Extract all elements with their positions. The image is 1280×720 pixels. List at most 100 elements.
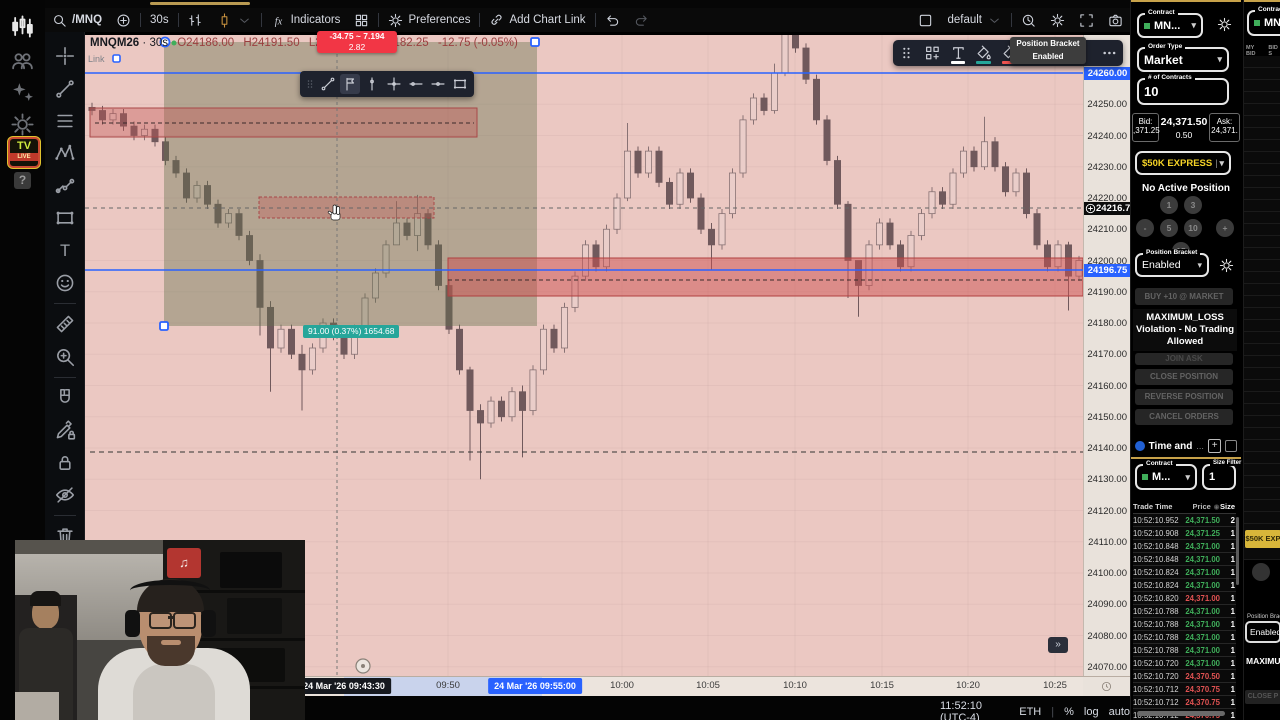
dom-ladder-row[interactable] <box>1244 308 1280 320</box>
xabcd-pattern-icon[interactable] <box>54 142 76 164</box>
module-checkbox[interactable] <box>1225 440 1237 452</box>
quick-size-5[interactable]: 5 <box>1160 219 1178 237</box>
timeframe-button[interactable]: 30s <box>143 8 176 32</box>
indicator-templates-button[interactable] <box>347 8 376 32</box>
dom-ladder-row[interactable] <box>1244 548 1280 560</box>
contract-settings-gear-icon[interactable] <box>1217 17 1232 32</box>
dom-ladder-row[interactable] <box>1244 176 1280 188</box>
rectangle-tool-icon[interactable] <box>54 207 76 229</box>
dom-ladder[interactable] <box>1244 56 1280 560</box>
log-scale-toggle[interactable]: log <box>1083 706 1099 718</box>
contract-select[interactable]: Contract MN... ▾ <box>1137 9 1203 38</box>
add-chart-link-button[interactable]: Add Chart Link <box>482 8 592 32</box>
dom-ladder-row[interactable] <box>1244 488 1280 500</box>
bid-box[interactable]: Bid: ,371.25 <box>1132 113 1160 142</box>
horizontal-line-icon[interactable] <box>406 74 426 94</box>
dom-ladder-row[interactable] <box>1244 212 1280 224</box>
col-price[interactable]: Price <box>1192 502 1211 511</box>
candles-logo-icon[interactable] <box>10 14 35 39</box>
quick-size-1[interactable]: 1 <box>1160 196 1178 214</box>
dom-ladder-row[interactable] <box>1244 500 1280 512</box>
dom-ladder-row[interactable] <box>1244 440 1280 452</box>
dom-ladder-row[interactable] <box>1244 140 1280 152</box>
cross-line-icon[interactable] <box>384 74 404 94</box>
percent-scale-toggle[interactable]: % <box>1064 706 1074 718</box>
dom-ladder-row[interactable] <box>1244 416 1280 428</box>
text-format-icon[interactable] <box>950 44 967 64</box>
dom-ladder-row[interactable] <box>1244 236 1280 248</box>
dom-ladder-row[interactable] <box>1244 380 1280 392</box>
bracket-select[interactable]: Position Bracket Enabled ▾ <box>1135 249 1209 277</box>
size-filter-input[interactable]: Size Filter 1 <box>1202 460 1245 490</box>
drawing-mode-lock-icon[interactable] <box>54 419 76 441</box>
dom-ladder-row[interactable] <box>1244 80 1280 92</box>
dom-ladder-row[interactable] <box>1244 272 1280 284</box>
price-axis[interactable]: 24260.00 24216.75 24196.75 24250.00 24240… <box>1083 35 1136 676</box>
sort-icon[interactable] <box>1213 503 1220 511</box>
tas-scrollbar-vertical[interactable] <box>1236 517 1239 585</box>
bar-style-button[interactable] <box>181 8 210 32</box>
close-position-button[interactable]: CLOSE POSITION <box>1135 369 1233 385</box>
dom-ladder-row[interactable] <box>1244 164 1280 176</box>
dom-ladder-row[interactable] <box>1244 344 1280 356</box>
trend-line-icon[interactable] <box>54 78 76 100</box>
fib-retracement-icon[interactable] <box>54 110 76 132</box>
dom-ladder-row[interactable] <box>1244 392 1280 404</box>
grid-add-icon[interactable] <box>924 44 941 62</box>
preferences-button[interactable]: Preferences <box>381 8 477 32</box>
drag-handle-icon[interactable] <box>304 74 316 94</box>
dom-ladder-row[interactable] <box>1244 404 1280 416</box>
community-icon[interactable] <box>10 48 35 73</box>
dom-ladder-row[interactable] <box>1244 200 1280 212</box>
order-type-select[interactable]: Order Type Market ▾ <box>1137 43 1229 72</box>
redo-button[interactable] <box>627 8 656 32</box>
contracts-qty-input[interactable]: # of Contracts 10 <box>1137 74 1229 105</box>
dom-account-button[interactable]: $50K EXP <box>1245 530 1280 548</box>
chart-settings-button[interactable] <box>1043 8 1072 32</box>
lock-all-icon[interactable] <box>54 452 76 474</box>
size-decrement-button[interactable]: - <box>1136 219 1154 237</box>
vertical-line-icon[interactable] <box>362 74 382 94</box>
rectangle-tool-icon[interactable] <box>450 74 470 94</box>
col-size[interactable]: Size <box>1219 502 1235 511</box>
fill-bucket-green-icon[interactable] <box>975 44 992 64</box>
dom-ladder-row[interactable] <box>1244 224 1280 236</box>
add-module-button[interactable]: + <box>1207 439 1222 453</box>
emoji-icon[interactable] <box>54 272 76 294</box>
dom-ladder-row[interactable] <box>1244 332 1280 344</box>
bracket-settings-gear-icon[interactable] <box>1219 258 1234 273</box>
ruler-icon[interactable] <box>54 313 76 335</box>
dom-ladder-row[interactable] <box>1244 188 1280 200</box>
projection-icon[interactable] <box>54 175 76 197</box>
col-trade-time[interactable]: Trade Time <box>1133 502 1173 511</box>
dom-ladder-row[interactable] <box>1244 104 1280 116</box>
session-label[interactable]: ETH <box>1019 706 1042 718</box>
flag-marker-icon[interactable] <box>340 74 360 94</box>
dom-ladder-row[interactable] <box>1244 92 1280 104</box>
trend-line-icon[interactable] <box>318 74 338 94</box>
symbol-search[interactable]: /MNQ <box>45 8 109 32</box>
drag-handle-icon[interactable] <box>898 44 915 62</box>
dom-ladder-row[interactable] <box>1244 284 1280 296</box>
text-tool-icon[interactable]: T <box>54 239 76 261</box>
goto-date-button[interactable] <box>1014 8 1043 32</box>
settings-gear-icon[interactable] <box>10 112 35 137</box>
join-ask-button[interactable]: JOIN ASK <box>1135 353 1233 365</box>
size-increment-button[interactable]: + <box>1216 219 1234 237</box>
account-select[interactable]: $50K EXPRESS | ▾ <box>1135 151 1231 175</box>
dom-size-circle[interactable] <box>1252 563 1270 581</box>
ask-box[interactable]: Ask: 24,371. <box>1209 113 1240 142</box>
time-axis[interactable]: 09:50 10:00 10:05 10:10 10:15 10:20 10:25 24 M… <box>85 676 1083 696</box>
help-icon[interactable]: ? <box>14 172 31 189</box>
dom-ladder-row[interactable] <box>1244 452 1280 464</box>
dom-ladder-row[interactable] <box>1244 476 1280 488</box>
zoom-in-icon[interactable] <box>54 346 76 368</box>
undo-button[interactable] <box>598 8 627 32</box>
dom-ladder-row[interactable] <box>1244 56 1280 68</box>
dom-ladder-row[interactable] <box>1244 320 1280 332</box>
dom-ladder-row[interactable] <box>1244 128 1280 140</box>
dom-ladder-row[interactable] <box>1244 248 1280 260</box>
dom-ladder-row[interactable] <box>1244 152 1280 164</box>
layout-select[interactable]: default <box>940 8 1009 32</box>
dom-ladder-row[interactable] <box>1244 68 1280 80</box>
